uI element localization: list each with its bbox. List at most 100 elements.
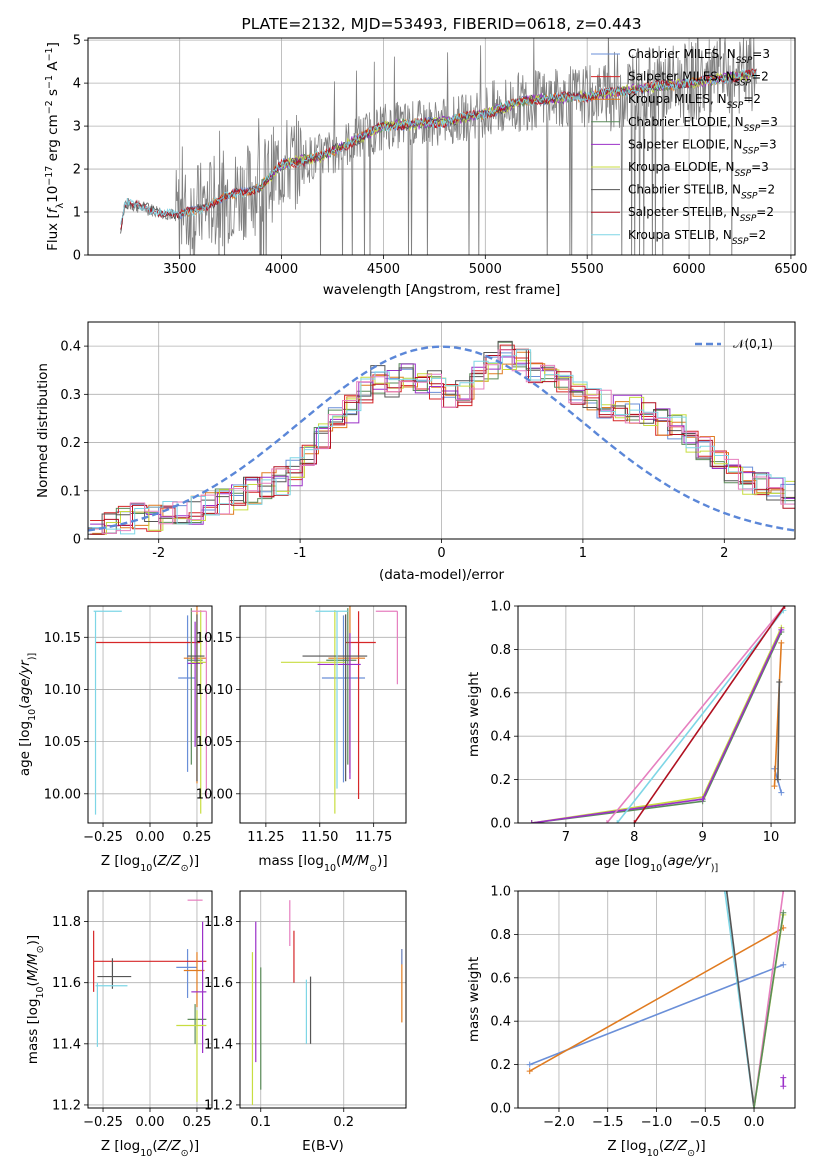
axes-frame [87, 890, 213, 1109]
y-tick-label: 1.0 [490, 885, 511, 900]
x-tick-label: −0.25 [83, 1115, 123, 1130]
y-tick-label: 11.6 [204, 976, 233, 991]
x-axis-label: wavelength [Angstrom, rest frame] [323, 282, 561, 298]
axes-frame [87, 37, 796, 256]
y-tick-label: 0.1 [60, 484, 81, 499]
point-marker [528, 820, 535, 823]
point-marker [631, 820, 638, 823]
x-tick-label: -2 [152, 546, 165, 561]
x-tick-label: 7 [562, 830, 570, 845]
x-tick-label: −2.0 [543, 1115, 575, 1130]
x-tick-label: 0 [437, 546, 445, 561]
y-tick-label: 0.4 [60, 340, 81, 355]
x-tick-label: −0.5 [689, 1115, 721, 1130]
y-axis-label: mass [log10(M/M⊙)] [25, 935, 46, 1064]
point-marker [771, 783, 778, 790]
y-tick-label: 10.00 [44, 787, 81, 802]
y-tick-label: 10.05 [196, 735, 233, 750]
legend-entry: Chabrier MILES, NSSP=3 [628, 47, 770, 66]
y-tick-label: 2 [73, 163, 81, 178]
x-axis-label: Z [log10(Z/Z⊙)] [607, 1138, 705, 1159]
y-tick-label: 0.6 [490, 971, 511, 986]
plot-area [528, 606, 788, 823]
axes-mass_weight_vs_age: 7 8 9 10 0.0 0.2 0.4 0.6 0.8 1.0 age [log10(age/yr… [466, 600, 796, 874]
plot-area [88, 340, 795, 535]
y-tick-label: 0.8 [490, 643, 511, 658]
point-marker [776, 678, 783, 685]
residual-histogram [90, 344, 795, 532]
mass-weight-line [529, 927, 784, 1072]
point-marker [614, 820, 621, 823]
x-tick-label: 9 [699, 830, 707, 845]
y-tick-label: 3 [73, 120, 81, 135]
x-tick-label: −1.0 [641, 1115, 673, 1130]
point-marker [780, 1083, 787, 1090]
x-tick-label: 0.1 [250, 1115, 271, 1130]
y-tick-label: 0.8 [490, 928, 511, 943]
y-tick-label: 0.0 [490, 1102, 511, 1117]
legend-entry: Chabrier STELIB, NSSP=2 [628, 183, 775, 202]
y-tick-label: 0.2 [490, 1058, 511, 1073]
x-axis-label: (data-model)/error [379, 567, 505, 583]
x-tick-label: 3500 [163, 262, 196, 277]
axes-mass_weight_vs_Z: −2.0 −1.5 −1.0 −0.5 0.0 0.0 0.2 0.4 0.6 0.8 1.0 Z [… [466, 885, 796, 1159]
axes-age_vs_mass: 11.25 11.50 11.75 10.00 10.05 10.10 10.15 mass … [196, 605, 407, 874]
y-axis-label: age [log10(age/yr)] [17, 653, 38, 776]
x-tick-label: 5500 [571, 262, 604, 277]
x-tick-label: −1.5 [592, 1115, 624, 1130]
normal-distribution-curve [88, 345, 795, 532]
point-marker [778, 789, 785, 796]
point-marker [751, 1105, 758, 1108]
mass-weight-line [773, 642, 783, 787]
y-tick-label: 10.15 [44, 631, 81, 646]
y-tick-label: 0.3 [60, 388, 81, 403]
x-tick-label: 11.75 [355, 830, 392, 845]
x-tick-label: 0.0 [744, 1115, 765, 1130]
x-tick-label: 11.25 [247, 830, 284, 845]
residual-histogram [92, 360, 795, 535]
point-marker [781, 606, 788, 609]
legend-entry: 𝒩(0,1) [733, 337, 773, 351]
point-marker [780, 961, 787, 968]
x-tick-label: −0.25 [83, 830, 123, 845]
y-tick-label: 11.4 [52, 1037, 81, 1052]
point-marker [699, 796, 706, 803]
point-marker [774, 776, 781, 783]
mass-weight-line [616, 609, 785, 823]
residual-histogram [88, 349, 795, 534]
point-marker [603, 820, 610, 823]
y-axis-label: Flux [fλ10−17 erg cm−2 s−1 A−1] [44, 42, 66, 251]
mass-weight-line [725, 891, 755, 1108]
x-tick-label: 6000 [673, 262, 706, 277]
y-axis-label: mass weight [466, 672, 482, 757]
x-tick-label: -1 [294, 546, 307, 561]
plot-area [526, 891, 787, 1108]
y-tick-label: 0.2 [490, 773, 511, 788]
axes-mass_vs_Z: −0.25 0.00 0.25 11.2 11.4 11.6 11.8 Z [log10(Z/… [25, 890, 213, 1159]
x-axis-label: mass [log10(M/M⊙)] [258, 853, 387, 874]
axes-frame [517, 605, 796, 824]
point-marker [780, 1074, 787, 1081]
legend-entry: Kroupa STELIB, NSSP=2 [628, 228, 766, 247]
y-tick-label: 0.4 [490, 730, 511, 745]
y-axis-label: Normed distribution [35, 363, 51, 498]
axes-mass_vs_ebv: 0.1 0.2 11.2 11.4 11.6 11.8 E(B-V) [204, 890, 407, 1154]
point-marker [778, 639, 785, 646]
legend-entry: Kroupa ELODIE, NSSP=3 [628, 160, 769, 179]
mass-weight-line [531, 629, 783, 823]
y-tick-label: 0.4 [490, 1015, 511, 1030]
y-tick-label: 0.6 [490, 686, 511, 701]
x-tick-label: 0.25 [182, 1115, 211, 1130]
plot-area [251, 900, 403, 1105]
y-tick-label: 4 [73, 77, 81, 92]
x-tick-label: 1 [579, 546, 587, 561]
point-marker [526, 1061, 533, 1068]
axes-frame [87, 605, 213, 824]
x-tick-label: 4000 [265, 262, 298, 277]
chart-title: PLATE=2132, MJD=53493, FIBERID=0618, z=0… [241, 15, 641, 33]
axes-frame [517, 890, 796, 1109]
x-tick-label: 0.2 [333, 1115, 354, 1130]
y-tick-label: 11.8 [204, 915, 233, 930]
spectrum-legend: Chabrier MILES, NSSP=3 Salpeter MILES, NS… [591, 47, 778, 247]
